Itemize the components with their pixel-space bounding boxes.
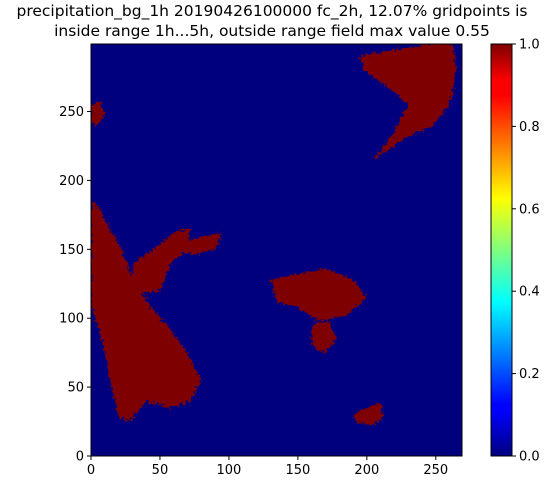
colorbar-tick-label: 0.8 bbox=[519, 120, 540, 135]
chart-title-line-1: precipitation_bg_1h 20190426100000 fc_2h… bbox=[17, 2, 528, 21]
colorbar-tick-label: 0.6 bbox=[519, 202, 540, 217]
colorbar-tick-label: 1.0 bbox=[519, 38, 540, 53]
y-tick-label: 150 bbox=[59, 243, 84, 258]
y-axis: 0 50 100 150 200 250 bbox=[59, 105, 91, 465]
x-axis: 0 50 100 150 200 250 bbox=[87, 456, 448, 478]
x-tick-label: 50 bbox=[152, 463, 169, 478]
colorbar: 0.0 0.2 0.4 0.6 0.8 1.0 bbox=[490, 38, 540, 465]
colorbar-tick-label: 0.0 bbox=[519, 450, 540, 465]
x-tick-label: 0 bbox=[87, 463, 95, 478]
heatmap-region-left-edge-top-patch bbox=[91, 100, 105, 126]
heatmap-plot-area bbox=[90, 43, 463, 457]
heatmap-region-bottom-right-patch bbox=[353, 403, 384, 426]
y-tick-label: 200 bbox=[59, 174, 84, 189]
plot-frame bbox=[90, 43, 463, 457]
chart-title-line-2: inside range 1h...5h, outside range fiel… bbox=[54, 22, 490, 40]
y-tick-label: 0 bbox=[76, 450, 84, 465]
heatmap-region-left-diagonal-band bbox=[91, 201, 202, 422]
heatmap-regions bbox=[91, 44, 457, 426]
x-tick-label: 150 bbox=[285, 463, 310, 478]
heatmap-region-left-band-upper-lobe bbox=[132, 228, 191, 294]
y-tick-label: 50 bbox=[67, 381, 84, 396]
colorbar-gradient bbox=[490, 43, 513, 457]
x-tick-label: 200 bbox=[354, 463, 379, 478]
y-tick-label: 100 bbox=[59, 312, 84, 327]
colorbar-tick-label: 0.4 bbox=[519, 285, 540, 300]
colorbar-ticks: 0.0 0.2 0.4 0.6 0.8 1.0 bbox=[512, 38, 540, 465]
x-tick-label: 100 bbox=[217, 463, 242, 478]
heatmap-region-center-lower-strands bbox=[311, 321, 337, 353]
y-tick-label: 250 bbox=[59, 105, 84, 120]
x-tick-label: 250 bbox=[423, 463, 448, 478]
colorbar-tick-label: 0.2 bbox=[519, 367, 540, 382]
heatmap-region-top-right-upper-lobe bbox=[408, 45, 456, 79]
heatmap-region-upper-middle-fragments bbox=[173, 232, 222, 255]
heatmap-region-center-cluster bbox=[270, 268, 367, 321]
